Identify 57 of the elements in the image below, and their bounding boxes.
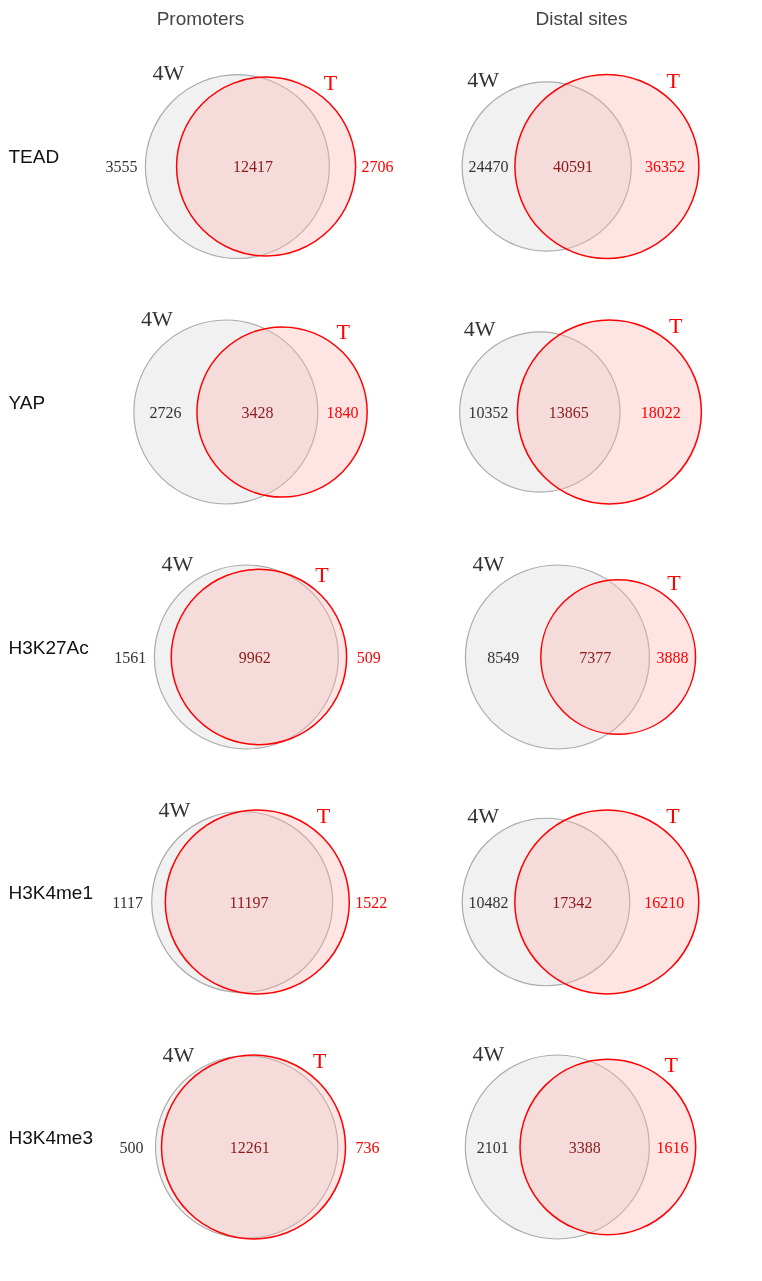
data-label: 1561: [114, 648, 147, 666]
category-label: 4W: [162, 1041, 195, 1067]
data-label: 8549: [487, 648, 520, 666]
data-label: 11197: [229, 893, 269, 911]
category-label: T: [323, 69, 338, 95]
data-label: 12261: [229, 1138, 270, 1156]
data-label: 500: [119, 1138, 144, 1156]
text: H3K27Ac: [8, 636, 89, 658]
data-label: 10482: [468, 893, 509, 911]
category-label: 4W: [158, 797, 191, 823]
category-label: 4W: [152, 60, 185, 86]
text: Promoters: [156, 7, 245, 29]
category-label: 4W: [140, 306, 173, 332]
category-label: T: [316, 803, 331, 829]
data-label: 736: [355, 1138, 380, 1156]
data-label: 7377: [579, 648, 612, 666]
data-label: 1117: [112, 893, 144, 911]
data-label: 3428: [241, 403, 274, 421]
category-label: 4W: [472, 551, 505, 577]
category-label: 4W: [467, 66, 500, 92]
category-label: 4W: [161, 551, 194, 577]
category-label: T: [315, 561, 330, 587]
category-label: T: [666, 803, 681, 829]
category-label: 4W: [472, 1041, 505, 1067]
category-label: 4W: [467, 803, 500, 829]
data-label: 3888: [656, 648, 689, 666]
data-label: 1522: [355, 893, 388, 911]
data-label: 1616: [656, 1138, 689, 1156]
data-label: 40591: [553, 158, 594, 176]
category-label: T: [667, 570, 682, 596]
category-label: T: [336, 318, 351, 344]
data-label: 24470: [468, 158, 509, 176]
data-label: 10352: [468, 403, 509, 421]
data-label: 16210: [644, 893, 685, 911]
category-label: T: [313, 1048, 328, 1074]
category-label: T: [666, 67, 681, 93]
data-label: 36352: [645, 158, 686, 176]
text: H3K4me1: [8, 881, 93, 903]
data-label: 2726: [149, 403, 182, 421]
data-label: 3388: [568, 1138, 601, 1156]
data-label: 18022: [640, 403, 681, 421]
data-label: 2706: [361, 158, 394, 176]
text: H3K4me3: [8, 1126, 93, 1148]
text: YAP: [8, 391, 46, 413]
data-label: 12417: [232, 158, 273, 176]
category-label: 4W: [463, 316, 496, 342]
data-label: 13865: [548, 403, 589, 421]
text: TEAD: [8, 146, 60, 167]
data-label: 3555: [105, 158, 138, 176]
data-label: 17342: [552, 893, 593, 911]
category-label: T: [664, 1051, 679, 1077]
category-label: T: [668, 313, 683, 339]
text: Distal sites: [535, 7, 628, 29]
data-label: 2101: [476, 1138, 509, 1156]
data-label: 509: [356, 648, 381, 666]
data-label: 1840: [326, 403, 359, 421]
data-label: 9962: [238, 648, 271, 666]
